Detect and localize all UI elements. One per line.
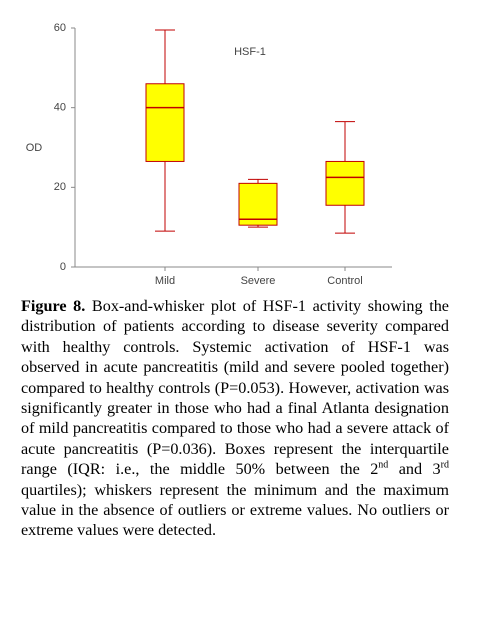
- y-axis-label: OD: [26, 142, 43, 154]
- box: [238, 182, 278, 226]
- y-tick-label: 20: [54, 181, 66, 193]
- x-tick-label: Severe: [241, 275, 276, 287]
- y-tick-label: 60: [54, 22, 66, 34]
- chart: HSF-1 OD 0 20 40 60 Mild Severe Control: [26, 22, 392, 287]
- caption: Figure 8. Box-and-whisker plot of HSF-1 …: [21, 296, 449, 541]
- x-tick-label: Control: [327, 275, 362, 287]
- caption-text: quartiles); whiskers represent the minim…: [21, 480, 449, 540]
- caption-text: Box-and-whisker plot of HSF-1 activity s…: [21, 297, 449, 479]
- box: [325, 160, 365, 206]
- caption-label: Figure 8.: [21, 297, 86, 315]
- y-tick-label: 0: [60, 261, 66, 273]
- y-tick-label: 40: [54, 102, 66, 114]
- box: [145, 83, 185, 162]
- x-tick-label: Mild: [155, 275, 175, 287]
- annotation: HSF-1: [234, 46, 266, 58]
- caption-text: and 3: [388, 460, 441, 479]
- caption-superscript: nd: [378, 459, 389, 471]
- caption-superscript: rd: [440, 459, 449, 471]
